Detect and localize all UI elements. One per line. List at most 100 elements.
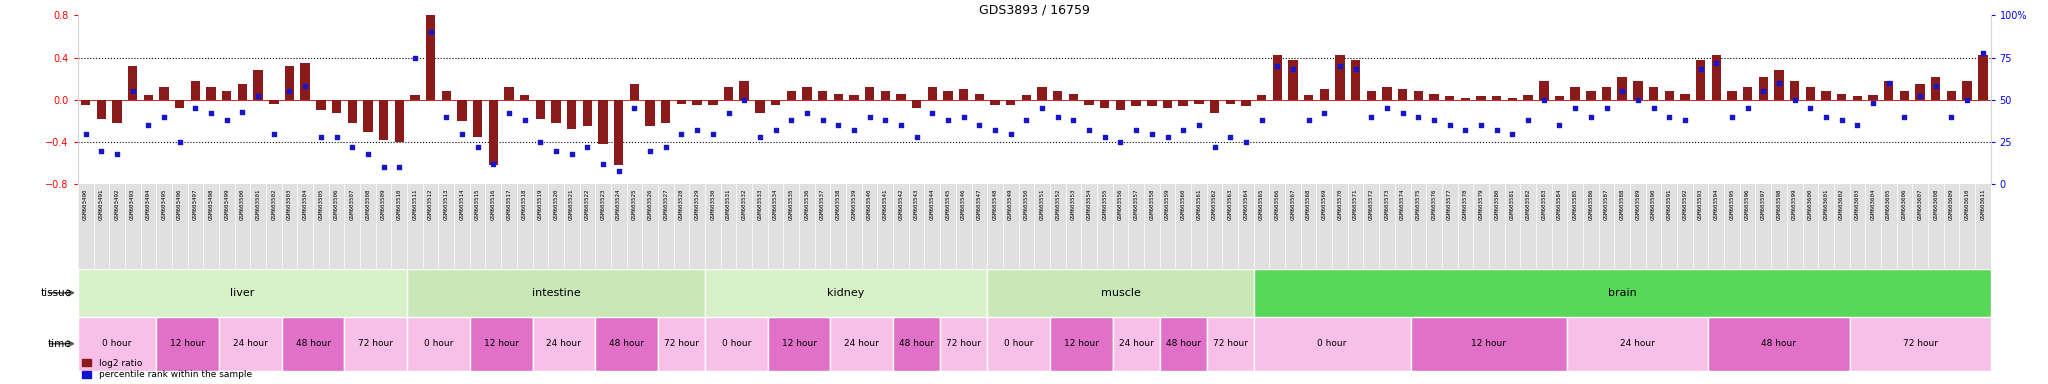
Point <box>524 139 557 145</box>
Bar <box>1884 81 1894 100</box>
Text: GSM603520: GSM603520 <box>553 189 559 220</box>
Bar <box>1696 60 1706 100</box>
Bar <box>881 91 891 100</box>
Bar <box>238 84 248 100</box>
Point <box>680 127 713 133</box>
Bar <box>504 87 514 100</box>
Text: GSM603585: GSM603585 <box>1573 189 1577 220</box>
Text: GSM603527: GSM603527 <box>664 189 668 220</box>
Point <box>305 134 338 140</box>
Text: GSM603608: GSM603608 <box>1933 189 1937 220</box>
Bar <box>657 317 705 371</box>
Bar <box>1774 70 1784 100</box>
Bar <box>1382 87 1393 100</box>
Text: GSM603570: GSM603570 <box>1337 189 1343 220</box>
Bar <box>268 100 279 104</box>
Text: GSM603517: GSM603517 <box>506 189 512 220</box>
Point <box>1589 105 1622 111</box>
Bar <box>1022 94 1030 100</box>
Text: GSM603548: GSM603548 <box>993 189 997 220</box>
Point <box>1747 88 1780 94</box>
Text: GSM603604: GSM603604 <box>1870 189 1876 220</box>
Text: GSM603589: GSM603589 <box>1636 189 1640 220</box>
Bar <box>975 94 985 100</box>
Text: GSM603578: GSM603578 <box>1462 189 1468 220</box>
Point <box>1040 114 1073 120</box>
Text: 12 hour: 12 hour <box>1470 339 1507 348</box>
Bar <box>944 91 952 100</box>
Bar <box>379 100 389 140</box>
Point <box>1872 80 1905 86</box>
Text: GSM603535: GSM603535 <box>788 189 795 220</box>
Point <box>963 122 995 128</box>
Point <box>1104 139 1137 145</box>
Point <box>461 144 494 150</box>
Bar <box>1257 94 1266 100</box>
Bar <box>1821 91 1831 100</box>
Text: GSM603610: GSM603610 <box>1964 189 1970 220</box>
Bar <box>829 317 893 371</box>
Point <box>555 151 588 157</box>
Bar <box>283 317 344 371</box>
Bar <box>1585 91 1595 100</box>
Text: GSM603537: GSM603537 <box>819 189 825 220</box>
Text: GSM603574: GSM603574 <box>1401 189 1405 220</box>
Text: 0 hour: 0 hour <box>1317 339 1348 348</box>
Point <box>1370 105 1403 111</box>
Bar <box>174 100 184 108</box>
Point <box>1292 117 1325 123</box>
Text: GSM603560: GSM603560 <box>1182 189 1186 220</box>
Point <box>225 109 258 115</box>
Bar <box>1632 81 1642 100</box>
Text: 72 hour: 72 hour <box>1903 339 1937 348</box>
Point <box>1858 100 1890 106</box>
Point <box>1198 144 1231 150</box>
Point <box>1309 110 1341 116</box>
Text: GSM603564: GSM603564 <box>1243 189 1249 220</box>
Bar <box>551 100 561 123</box>
Bar <box>1319 89 1329 100</box>
Text: GSM603605: GSM603605 <box>1886 189 1890 220</box>
Bar <box>143 94 154 100</box>
Point <box>1087 134 1120 140</box>
Bar <box>1006 100 1016 105</box>
Point <box>948 114 981 120</box>
Bar <box>1849 317 1991 371</box>
Point <box>1919 83 1952 89</box>
Text: GSM603554: GSM603554 <box>1087 189 1092 220</box>
Point <box>1669 117 1702 123</box>
Bar <box>1335 56 1346 100</box>
Bar <box>911 100 922 108</box>
Text: GSM603552: GSM603552 <box>1055 189 1061 220</box>
Text: GSM603549: GSM603549 <box>1008 189 1014 220</box>
Legend: log2 ratio, percentile rank within the sample: log2 ratio, percentile rank within the s… <box>82 359 252 379</box>
Point <box>477 161 510 167</box>
Text: 0 hour: 0 hour <box>424 339 453 348</box>
Text: GSM603498: GSM603498 <box>209 189 213 220</box>
Point <box>1262 63 1294 69</box>
Text: GSM603573: GSM603573 <box>1384 189 1389 220</box>
Bar <box>1790 81 1800 100</box>
Point <box>1905 93 1937 99</box>
Text: GSM603563: GSM603563 <box>1227 189 1233 220</box>
Text: 0 hour: 0 hour <box>102 339 131 348</box>
Bar <box>1493 96 1501 100</box>
Point <box>885 122 918 128</box>
Text: GSM603576: GSM603576 <box>1432 189 1436 220</box>
Bar <box>1253 269 1991 317</box>
Text: GSM603525: GSM603525 <box>633 189 637 220</box>
Text: GSM603584: GSM603584 <box>1556 189 1563 220</box>
Point <box>1841 122 1874 128</box>
Bar <box>1051 317 1112 371</box>
Text: GSM603590: GSM603590 <box>1651 189 1657 220</box>
Bar <box>645 100 655 126</box>
Point <box>1167 127 1200 133</box>
Text: GSM603493: GSM603493 <box>131 189 135 220</box>
Point <box>1825 117 1858 123</box>
Text: intestine: intestine <box>532 288 580 298</box>
Bar <box>1618 77 1626 100</box>
Point <box>1495 131 1528 137</box>
Bar <box>987 317 1051 371</box>
Bar <box>1147 100 1157 106</box>
Text: 48 hour: 48 hour <box>295 339 330 348</box>
